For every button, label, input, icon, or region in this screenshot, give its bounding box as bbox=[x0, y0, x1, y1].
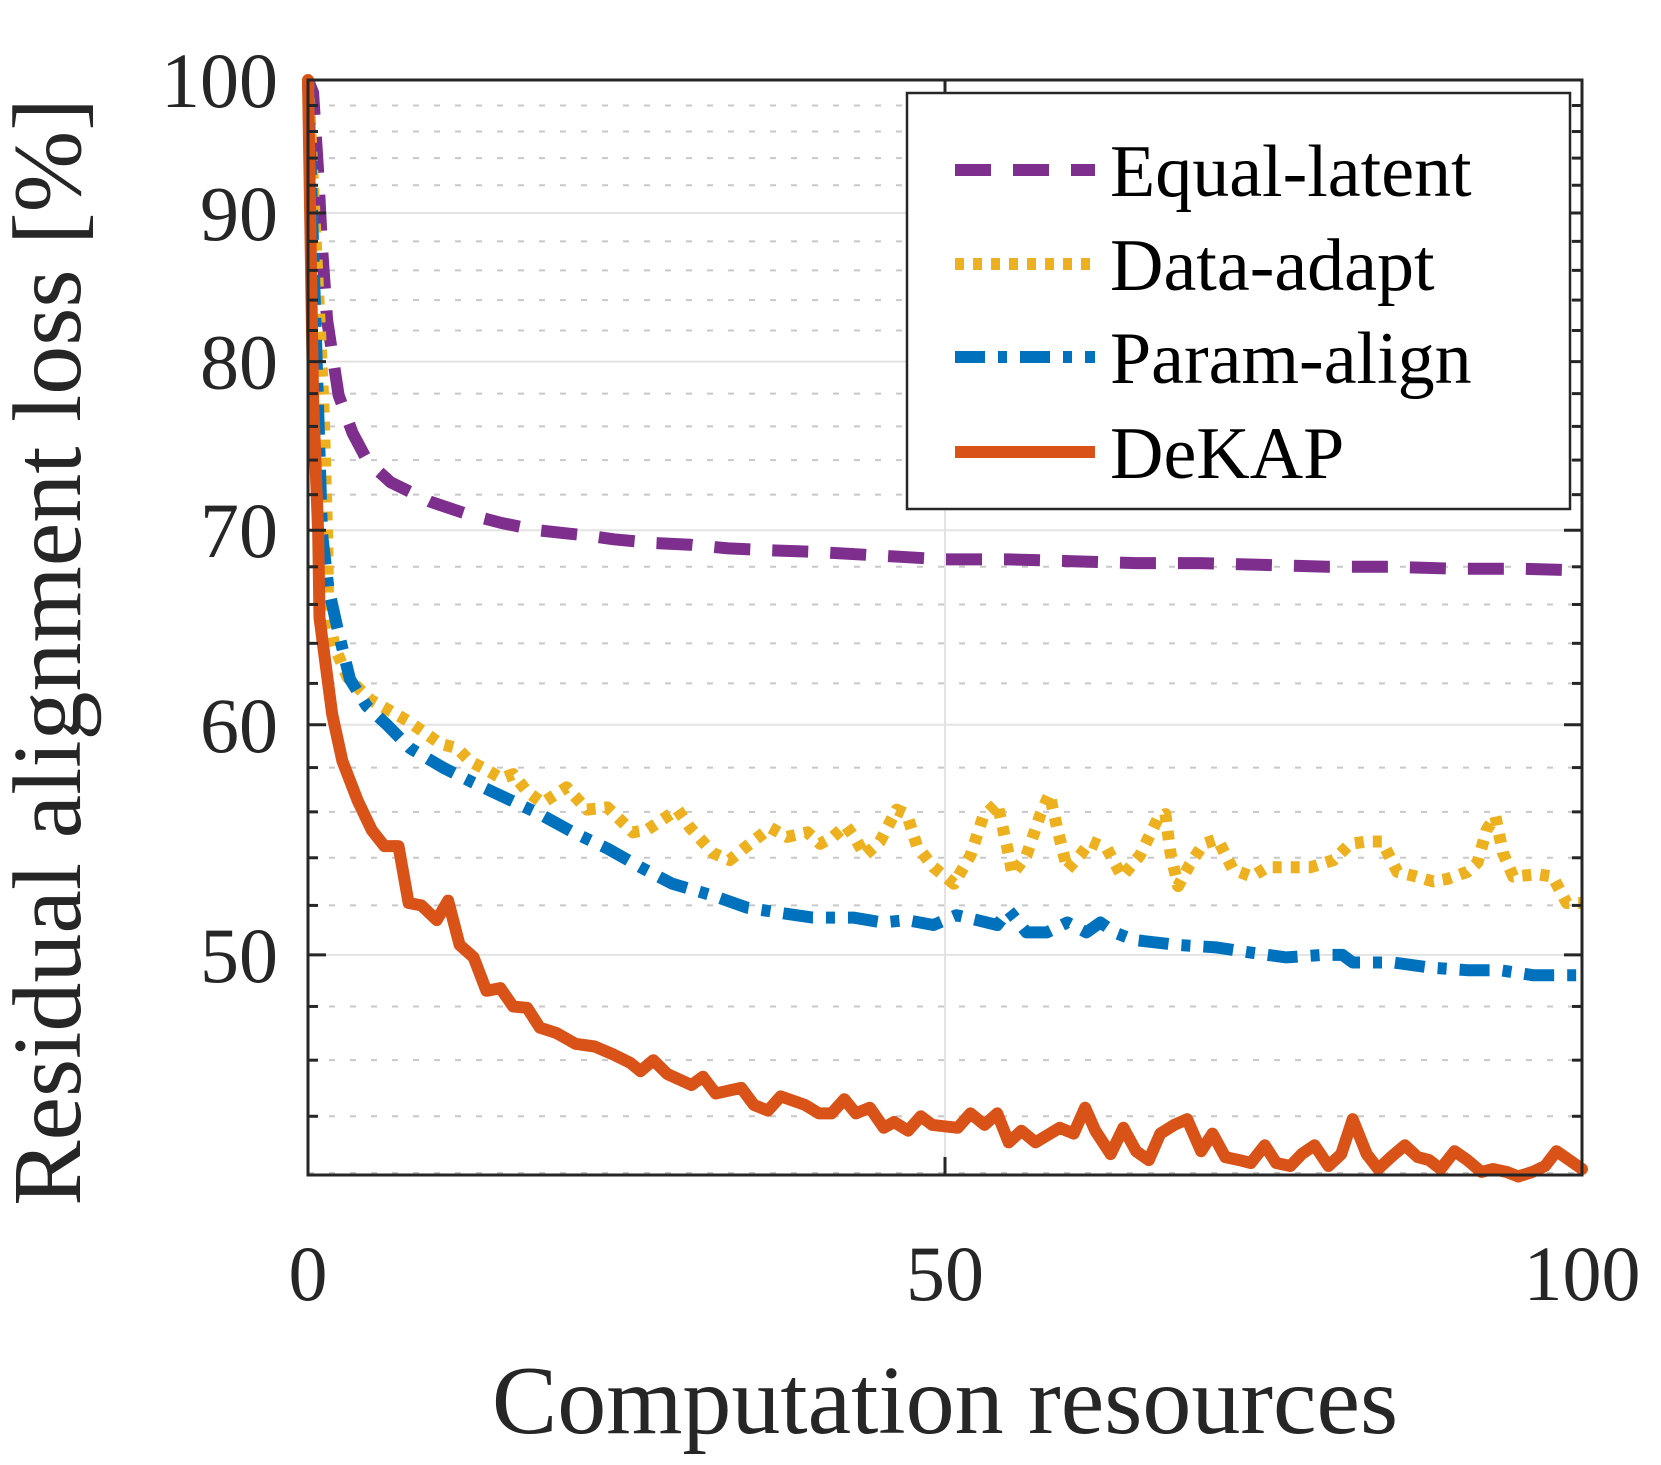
legend: Equal-latent Data-adapt Param-align DeKAP bbox=[905, 91, 1572, 511]
legend-label: Equal-latent bbox=[1110, 131, 1472, 213]
legend-box bbox=[905, 91, 1572, 511]
legend-item: DeKAP bbox=[955, 413, 1344, 495]
legend-item: Param-align bbox=[955, 318, 1472, 400]
series-line-param-align bbox=[302, 79, 1582, 982]
y-tick-label: 70 bbox=[200, 487, 278, 574]
legend-label: Data-adapt bbox=[1110, 225, 1435, 307]
legend-label: Param-align bbox=[1110, 318, 1472, 400]
series-line-equal-latent bbox=[302, 77, 1583, 577]
legend-item: Equal-latent bbox=[955, 131, 1472, 213]
x-axis-title: Computation resources bbox=[492, 1347, 1398, 1455]
ticks: 50 60 70 80 90 100 0 50 100 bbox=[161, 37, 1641, 1317]
legend-item: Data-adapt bbox=[955, 225, 1435, 307]
x-tick-label: 0 bbox=[289, 1230, 328, 1317]
y-tick-label: 100 bbox=[161, 37, 278, 124]
series-layer bbox=[302, 74, 1588, 1183]
x-tick-label: 100 bbox=[1524, 1230, 1641, 1317]
y-tick-label: 60 bbox=[200, 682, 278, 769]
series-line-dekap bbox=[302, 74, 1588, 1183]
y-tick-label: 90 bbox=[200, 170, 278, 257]
y-tick-label: 80 bbox=[200, 319, 278, 406]
legend-label: DeKAP bbox=[1110, 413, 1344, 495]
minor-gridlines bbox=[308, 104, 1582, 1174]
y-tick-label: 50 bbox=[200, 912, 278, 999]
x-tick-label: 50 bbox=[906, 1230, 984, 1317]
y-axis-title: Residual alignment loss [%] bbox=[0, 98, 102, 1206]
